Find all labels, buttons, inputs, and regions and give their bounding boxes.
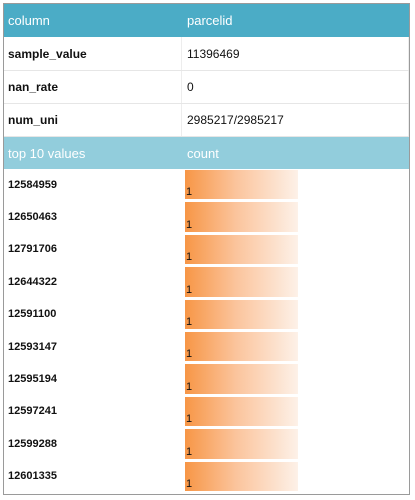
top-value-row: 12599288 1 xyxy=(4,428,409,461)
count-bar xyxy=(185,364,298,394)
top-value-label: 12584959 xyxy=(8,178,57,191)
count-header-label: count xyxy=(187,145,219,161)
meta-value: 0 xyxy=(182,71,409,103)
count-cell: 1 xyxy=(182,299,409,330)
top-value-label: 12593147 xyxy=(8,340,57,353)
count-bar xyxy=(185,332,298,362)
count-bar xyxy=(185,461,298,491)
top-value-label: 12791706 xyxy=(8,243,57,256)
count-cell: 1 xyxy=(182,363,409,394)
top-value-row: 12601335 1 xyxy=(4,461,409,493)
meta-value: 11396469 xyxy=(182,37,409,70)
count-cell: 1 xyxy=(182,266,409,297)
top-value-row: 12650463 1 xyxy=(4,201,409,234)
count-bar xyxy=(185,429,298,459)
top-value-row: 12791706 1 xyxy=(4,234,409,267)
header-parcelid-label: parcelid xyxy=(187,13,233,28)
count-bar xyxy=(185,202,298,232)
top-value-row: 12593147 1 xyxy=(4,331,409,364)
count-cell: 1 xyxy=(182,169,409,200)
count-value: 1 xyxy=(186,251,193,264)
top-value-row: 12597241 1 xyxy=(4,396,409,429)
count-cell: 1 xyxy=(182,331,409,362)
meta-value: 2985217/2985217 xyxy=(182,104,409,136)
meta-row-nan-rate: nan_rate 0 xyxy=(4,71,409,104)
count-value: 1 xyxy=(186,283,193,296)
top-value-label: 12650463 xyxy=(8,211,57,224)
top-value-label: 12595194 xyxy=(8,373,57,386)
top-value-label: 12644322 xyxy=(8,275,57,288)
count-cell: 1 xyxy=(182,234,409,265)
count-value: 1 xyxy=(186,218,193,231)
count-cell: 1 xyxy=(182,396,409,427)
count-bar xyxy=(185,299,298,329)
top-values-header-label: top 10 values xyxy=(8,145,86,161)
meta-row-num-uni: num_uni 2985217/2985217 xyxy=(4,104,409,137)
count-value: 1 xyxy=(186,380,193,393)
count-cell: 1 xyxy=(182,461,409,492)
meta-label: sample_value xyxy=(4,37,182,70)
count-bar xyxy=(185,396,298,427)
top-value-row: 12584959 1 xyxy=(4,169,409,202)
count-cell: 1 xyxy=(182,201,409,232)
top-value-label: 12599288 xyxy=(8,437,57,450)
count-value: 1 xyxy=(186,348,193,361)
top-value-label: 12597241 xyxy=(8,405,57,418)
top-value-row: 12595194 1 xyxy=(4,363,409,396)
data-table: column parcelid sample_value 11396469 na… xyxy=(3,3,410,495)
count-value: 1 xyxy=(186,315,193,328)
count-bar xyxy=(185,267,298,297)
top-value-label: 12591100 xyxy=(8,308,57,321)
meta-label: nan_rate xyxy=(4,71,182,103)
top-value-label: 12601335 xyxy=(8,470,57,483)
header-column-label: column xyxy=(8,13,50,28)
count-cell: 1 xyxy=(182,428,409,459)
count-bar xyxy=(185,234,298,265)
header-row: column parcelid xyxy=(4,4,409,37)
meta-row-sample-value: sample_value 11396469 xyxy=(4,37,409,71)
count-value: 1 xyxy=(186,186,193,199)
top-value-row: 12591100 1 xyxy=(4,299,409,331)
count-value: 1 xyxy=(186,413,193,426)
top-value-row: 12644322 1 xyxy=(4,266,409,299)
top-values-header-row: top 10 values count xyxy=(4,137,409,169)
meta-label: num_uni xyxy=(4,104,182,136)
count-value: 1 xyxy=(186,477,193,490)
count-bar xyxy=(185,170,298,200)
count-value: 1 xyxy=(186,445,193,458)
